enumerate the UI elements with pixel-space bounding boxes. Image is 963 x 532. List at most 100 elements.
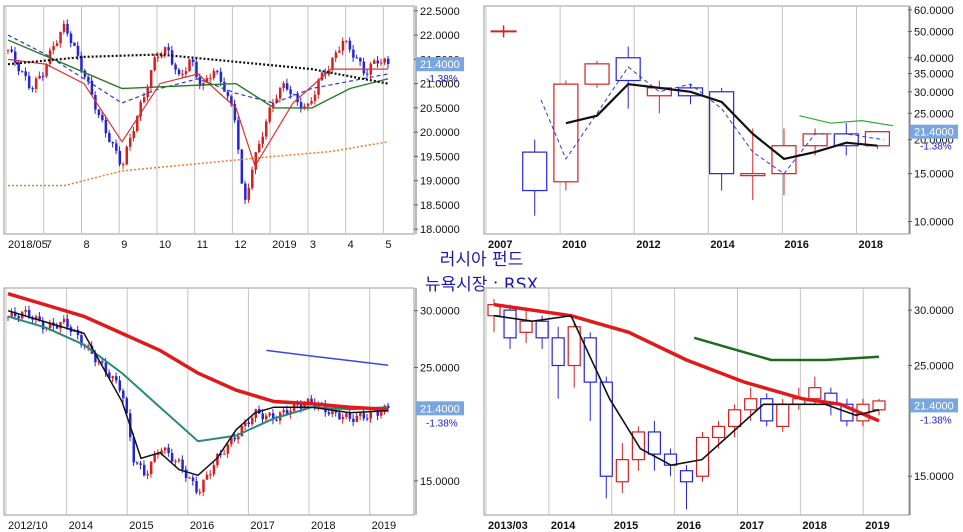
candle-body (17, 62, 20, 72)
daily-chart: 2018/057 8 9 10 11 12 2019 3 4 5 22.5000 22.0000 21.… (3, 5, 464, 251)
candle-body (233, 104, 237, 121)
plot-frame (3, 287, 415, 516)
candle-body (271, 102, 275, 108)
candle-body (237, 436, 240, 440)
candle-body (163, 47, 167, 55)
candle-body (345, 40, 348, 42)
candle-body (299, 102, 303, 109)
candle-body (104, 362, 108, 373)
candle-body (129, 138, 132, 147)
candle-body (163, 447, 167, 451)
candle-body (247, 422, 251, 425)
x-tick-label: 2016 (190, 520, 214, 532)
candle-body (383, 58, 387, 63)
candle-body (83, 70, 87, 77)
candle-body (282, 410, 285, 413)
candle-body (760, 398, 774, 422)
candle-body (198, 491, 202, 493)
candle-body (303, 403, 306, 409)
y-tick-label: 30.0000 (914, 305, 954, 317)
candle-body (282, 83, 285, 89)
candle-body (198, 76, 202, 87)
candle-body (740, 173, 766, 177)
ma-green-line (7, 39, 389, 109)
candle-body (522, 151, 548, 192)
candle-body (10, 49, 13, 52)
ma-blue-dashed-line (7, 34, 389, 104)
candle-body (331, 409, 334, 415)
candle-body (146, 87, 149, 98)
candle-body (226, 91, 230, 97)
candle-body (261, 413, 264, 420)
candle-body (90, 80, 94, 95)
candle-body (31, 88, 34, 90)
x-tick-label: 2018/05 (8, 239, 48, 251)
x-tick-label: 12 (234, 239, 246, 251)
ma-black-line (565, 82, 878, 161)
y-tick-label: 22.0000 (420, 30, 460, 42)
x-tick-label: 2013/03 (488, 520, 528, 532)
candle-body (647, 431, 662, 455)
candle-body (338, 50, 341, 53)
x-tick-label: 4 (348, 239, 354, 251)
candle-body (174, 64, 177, 70)
y-tick-label: 50.0000 (914, 26, 954, 38)
candle-body (181, 459, 184, 470)
candle-body (160, 54, 163, 57)
x-tick-label: 9 (121, 239, 127, 251)
candle-body (219, 453, 223, 455)
candle-body (261, 136, 264, 144)
candle-body (34, 316, 38, 320)
candle-body (118, 150, 122, 165)
monthly-chart: 2013/03 2014 2015 2016 2017 2018 2019 30.0000 25… (483, 287, 958, 532)
x-tick-label: 2017 (740, 520, 764, 532)
candle-body (373, 60, 376, 64)
candle-body (115, 143, 118, 151)
candle-body (20, 71, 24, 73)
candle-body (167, 447, 170, 454)
x-tick-label: 2014 (69, 520, 93, 532)
x-tick-label: 2007 (488, 239, 512, 251)
candle-body (13, 51, 17, 63)
y-tick-label: 18.5000 (420, 200, 460, 212)
candle-body (212, 465, 216, 475)
candle-body (728, 409, 742, 428)
candle-body (24, 71, 27, 77)
candle-body (174, 460, 177, 462)
last-price-label: 21.4000 (420, 403, 460, 415)
candle-body (254, 152, 258, 170)
yearly-chart: 2007 2010 2012 2014 2016 2018 60.0000 50.0000 40… (483, 5, 958, 251)
candle-body (251, 169, 254, 189)
candle-body (111, 376, 115, 379)
candle-body (615, 459, 629, 483)
x-tick-label: 2016 (677, 520, 701, 532)
change-label: -1.38% (426, 418, 458, 429)
y-tick-label: 15.0000 (420, 476, 460, 488)
candle-body (359, 413, 362, 416)
candle-body (125, 398, 129, 414)
candle-body (711, 425, 726, 439)
candle-body (327, 412, 331, 415)
candle-body (184, 469, 188, 478)
candle-body (188, 59, 191, 72)
candle-body (118, 380, 122, 391)
candle-body (48, 322, 52, 329)
y-tick-label: 30.0000 (914, 87, 954, 99)
candle-body (94, 94, 97, 110)
monthly-chart-panel: 2013/03 2014 2015 2016 2017 2018 2019 30.0000 25… (482, 282, 963, 532)
candle-body (153, 57, 156, 71)
candle-body (230, 96, 233, 105)
weekly-chart: 2012/10 2014 2015 2016 2017 2018 2019 30.0000 25… (3, 287, 464, 532)
candle-body (278, 88, 282, 99)
candle-body (519, 320, 533, 333)
candle-body (94, 353, 97, 363)
ma-red-line (493, 302, 880, 423)
candle-body (352, 49, 355, 58)
candle-body (352, 418, 355, 422)
x-tick-label: 2016 (784, 239, 808, 251)
candle-body (285, 83, 289, 90)
candle-body (104, 119, 108, 134)
candle-body (195, 61, 198, 77)
change-label: -1.38% (920, 142, 952, 153)
candle-body (34, 78, 38, 89)
